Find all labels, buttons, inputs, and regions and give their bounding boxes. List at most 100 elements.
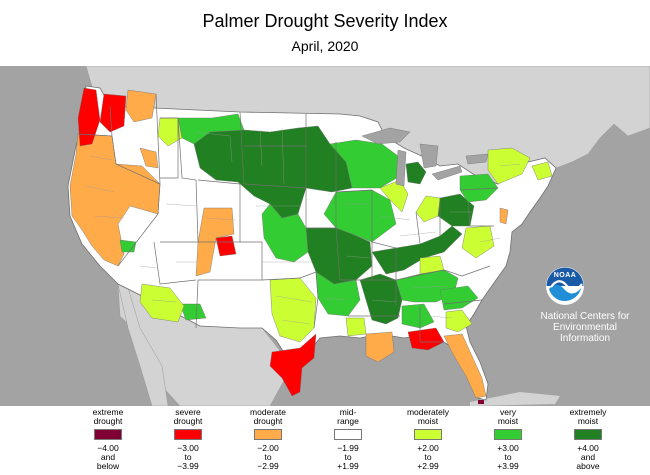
legend-category-line: moderately <box>406 407 450 417</box>
climate-division-lines <box>85 127 521 325</box>
legend-range-line: and <box>100 452 116 462</box>
legend-range-line: below <box>96 461 120 471</box>
legend-category-line: moist <box>417 416 439 426</box>
legend-range-line: −2.00 <box>257 443 279 453</box>
moderately-moist-new-england <box>531 161 553 181</box>
legend-swatch <box>254 429 282 440</box>
legend-range-label: +4.00 and above <box>548 444 628 471</box>
legend-range-line: to <box>344 452 352 462</box>
legend-range-label: −1.99 to +1.99 <box>308 444 388 471</box>
legend-category-label: moderate drought <box>228 408 308 426</box>
legend-category-label: severe drought <box>148 408 228 426</box>
lake-huron <box>419 143 439 169</box>
legend-category-line: mid- <box>339 407 357 417</box>
legend-item: moderately moist +2.00 to +2.99 <box>388 406 468 475</box>
legend-item: mid-range −1.99 to +1.99 <box>308 406 388 475</box>
legend-category-line: drought <box>253 416 283 426</box>
noaa-seal-icon <box>546 267 584 305</box>
legend-category-line: extreme <box>92 407 124 417</box>
legend-category-line: extremely <box>569 407 607 417</box>
moderately-moist-mississippi <box>345 317 367 337</box>
legend-range-line: −3.99 <box>177 461 199 471</box>
drought-region-delmarva <box>499 207 509 225</box>
legend-category-line: severe <box>175 407 201 417</box>
state-borders <box>77 93 499 343</box>
legend-item: severe drought −3.00 to −3.99 <box>148 406 228 475</box>
legend-swatch <box>574 429 602 440</box>
legend-swatch <box>414 429 442 440</box>
very-moist-nebraska-kansas <box>261 203 309 263</box>
legend-range-line: to <box>184 452 192 462</box>
extremely-moist-ohio-valley <box>371 225 463 275</box>
legend-category-label: very moist <box>468 408 548 426</box>
lake-michigan <box>395 149 407 187</box>
legend-category-line: drought <box>173 416 203 426</box>
legend-range-line: and <box>580 452 596 462</box>
legend-item: extremely moist +4.00 and above <box>548 406 628 475</box>
legend-range-label: −2.00 to −2.99 <box>228 444 308 471</box>
legend-range-line: +1.99 <box>337 461 359 471</box>
legend-category-line: range <box>337 416 359 426</box>
ncei-line-3: Information <box>559 333 611 344</box>
legend-item: moderate drought −2.00 to −2.99 <box>228 406 308 475</box>
legend-range-line: +2.99 <box>417 461 439 471</box>
legend-category-line: moist <box>577 416 599 426</box>
legend-range-line: above <box>576 461 600 471</box>
extremely-moist-mississippi-valley <box>359 273 403 325</box>
legend-item: extreme drought −4.00 and below <box>68 406 148 475</box>
legend-swatch <box>494 429 522 440</box>
severe-region-oregon-coast <box>77 87 101 147</box>
legend-swatch <box>334 429 362 440</box>
map-subtitle: April, 2020 <box>291 38 359 54</box>
drought-region-california-oregon <box>69 133 161 267</box>
legend-range-label: +3.00 to +3.99 <box>468 444 548 471</box>
legend: extreme drought −4.00 and below severe drought… <box>0 406 650 475</box>
very-moist-arizona-patch <box>179 303 207 321</box>
header: Palmer Drought Severity Index April, 202… <box>0 0 650 66</box>
moderately-moist-new-mexico <box>139 283 185 323</box>
legend-range-line: to <box>264 452 272 462</box>
legend-category-line: drought <box>93 416 123 426</box>
noaa-logo: NOAA <box>545 266 585 306</box>
very-moist-montana <box>177 113 245 145</box>
legend-category-label: mid-range <box>308 408 388 426</box>
drought-region-louisiana <box>365 331 395 363</box>
lake-superior <box>361 127 411 145</box>
legend-range-line: +4.00 <box>577 443 599 453</box>
legend-range-line: +2.00 <box>417 443 439 453</box>
severe-region-georgia <box>407 327 445 351</box>
very-moist-alabama <box>401 303 435 329</box>
legend-category-line: moist <box>497 416 519 426</box>
legend-swatch <box>174 429 202 440</box>
ncei-caption: National Centers for Environmental Infor… <box>524 311 646 344</box>
legend-category-label: moderately moist <box>388 408 468 426</box>
moderately-moist-georgia-sc <box>445 309 473 333</box>
legend-range-label: −3.00 to −3.99 <box>148 444 228 471</box>
very-moist-arkansas <box>315 271 361 317</box>
legend-range-line: +3.99 <box>497 461 519 471</box>
lake-ontario <box>465 153 489 165</box>
legend-category-line: very <box>499 407 517 417</box>
legend-category-line: moderate <box>250 407 286 417</box>
severe-region-colorado <box>215 235 237 257</box>
very-moist-carolinas <box>439 285 479 311</box>
extremely-moist-northern-plains <box>193 125 353 219</box>
legend-range-line: +3.00 <box>497 443 519 453</box>
legend-category-label: extreme drought <box>68 408 148 426</box>
very-moist-nevada-patch <box>119 239 137 253</box>
lake-erie <box>431 165 463 181</box>
moderately-moist-new-york <box>487 147 531 185</box>
extremely-moist-michigan <box>405 161 427 185</box>
extreme-region-keys <box>478 400 484 404</box>
legend-range-line: −4.00 <box>97 443 119 453</box>
severe-region-washington-cascades <box>99 93 127 133</box>
legend-range-label: −4.00 and below <box>68 444 148 471</box>
ncei-line-1: National Centers for <box>540 311 630 322</box>
legend-category-label: extremely moist <box>548 408 628 426</box>
legend-range-line: −3.00 <box>177 443 199 453</box>
baja-peninsula <box>117 283 169 406</box>
moderately-moist-texas <box>269 277 317 343</box>
legend-range-line: to <box>424 452 432 462</box>
moderately-moist-ohio <box>415 195 441 223</box>
drought-map: NOAA National Centers for Environmental … <box>0 66 650 406</box>
